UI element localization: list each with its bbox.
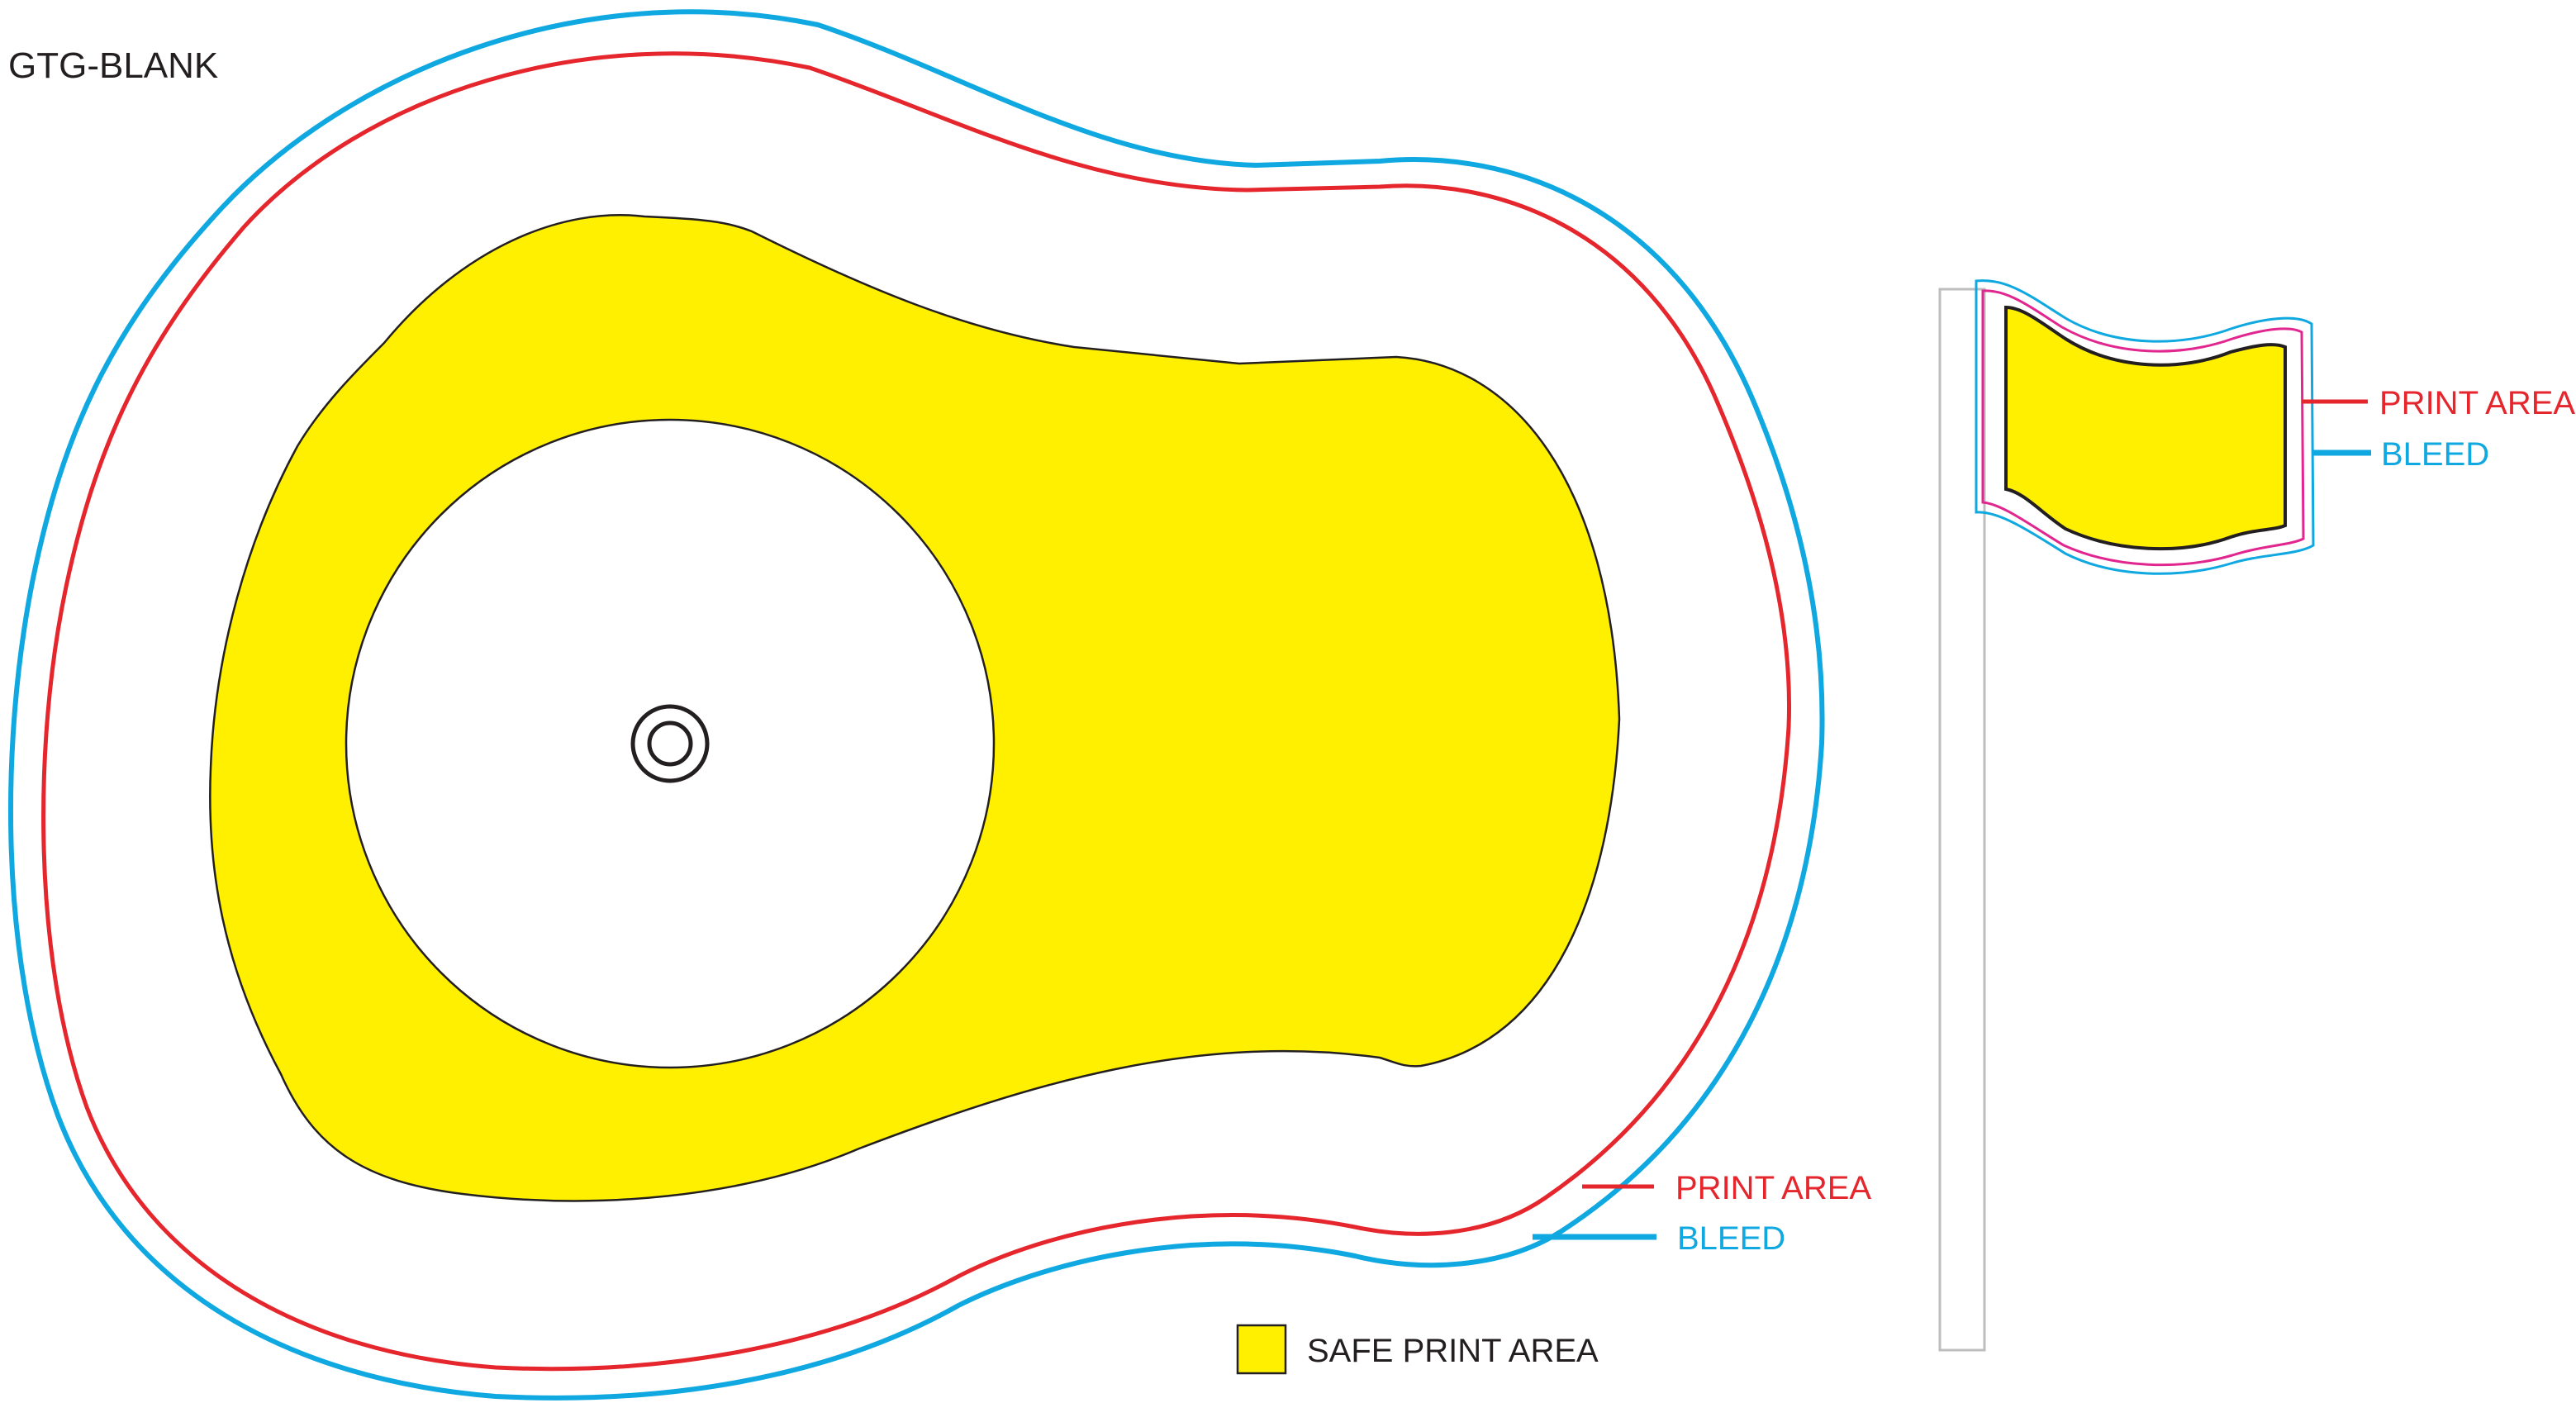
center-hole-outer-ring xyxy=(630,704,710,783)
flag-print-area-outline xyxy=(1981,289,2305,567)
main-bleed-outline xyxy=(7,9,1825,1401)
main-print-area-label: PRINT AREA xyxy=(1675,1170,1871,1206)
flag-safe-print-area xyxy=(2004,305,2287,551)
template-title: GTG-BLANK xyxy=(8,45,218,86)
flag-bleed-label: BLEED xyxy=(2381,436,2489,473)
legend-safe-swatch xyxy=(1236,1324,1287,1375)
center-disc-cutout xyxy=(345,418,996,1069)
main-bleed-label: BLEED xyxy=(1677,1220,1785,1257)
flag-print-area-label: PRINT AREA xyxy=(2379,385,2575,421)
center-hole-inner-ring xyxy=(647,721,693,767)
main-print-area-outline xyxy=(41,51,1791,1372)
flag-bleed-outline xyxy=(1975,279,2315,575)
flag-pole xyxy=(1938,288,1986,1352)
legend-safe-label: SAFE PRINT AREA xyxy=(1307,1333,1599,1369)
